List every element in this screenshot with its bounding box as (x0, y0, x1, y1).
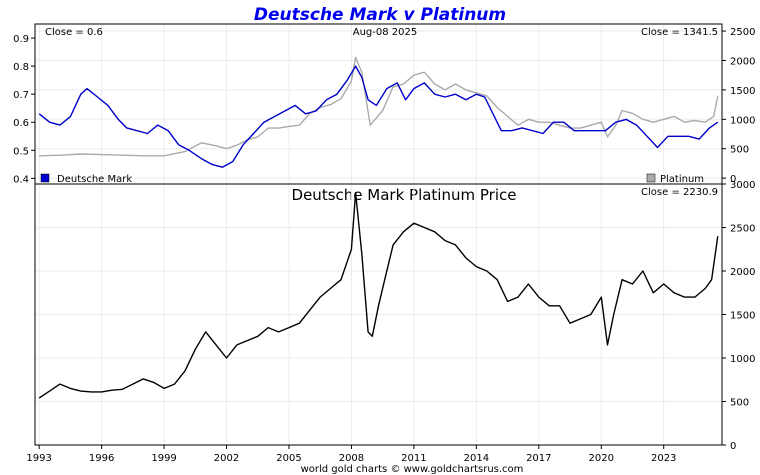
top-left-close-label: Close = 0.6 (45, 27, 103, 38)
top-right-tick-label: 2500 (730, 27, 755, 38)
x-tick-label: 1999 (151, 453, 176, 464)
bottom-chart-title: Deutsche Mark Platinum Price (292, 186, 517, 204)
bottom-plot-frame (34, 183, 723, 446)
bottom-right-tick-label: 1500 (730, 311, 755, 322)
top-left-tick-label: 0.8 (13, 62, 29, 73)
series-line-deutsche-mark (38, 65, 719, 168)
top-date-label: Aug-08 2025 (353, 27, 418, 38)
x-tick-label: 2011 (401, 453, 426, 464)
x-tick-label: 2020 (589, 453, 614, 464)
top-left-tick-label: 0.5 (13, 146, 29, 157)
top-right-tick-label: 1000 (730, 115, 755, 126)
series-line-dm-platinum-price (38, 192, 719, 399)
series-line-platinum (39, 56, 719, 157)
top-series-layer (38, 56, 719, 168)
bottom-series-layer (38, 192, 719, 399)
top-left-tick-label: 0.9 (13, 34, 29, 45)
footer-credit: world gold charts © www.goldchartsrus.co… (301, 464, 524, 475)
top-chart-title: Deutsche Mark v Platinum (254, 5, 506, 25)
x-tick-label: 2002 (214, 453, 239, 464)
top-right-tick-label: 1500 (730, 86, 755, 97)
top-right-tick-label: 2000 (730, 56, 755, 67)
top-right-tick-label: 500 (730, 145, 749, 156)
x-tick-label: 2017 (526, 453, 551, 464)
x-tick-label: 1993 (26, 453, 51, 464)
x-tick-label: 1996 (89, 453, 114, 464)
bottom-right-tick-label: 500 (730, 398, 749, 409)
axes-layer: 1993 1996 1999 2002 2005 2008 2011 2014 2017 2020… (13, 27, 755, 464)
bottom-right-tick-label: 2500 (730, 224, 755, 235)
top-left-tick-label: 0.7 (13, 90, 29, 101)
bottom-right-tick-label: 0 (730, 441, 736, 452)
top-right-close-label: Close = 1341.5 (641, 27, 718, 38)
legend-swatch-platinum (646, 173, 656, 183)
bottom-close-label: Close = 2230.9 (641, 187, 718, 198)
x-tick-label: 2023 (651, 453, 676, 464)
top-left-tick-label: 0.6 (13, 118, 29, 129)
x-tick-label: 2014 (464, 453, 489, 464)
top-right-tick-label: 0 (730, 174, 736, 185)
bottom-right-tick-label: 3000 (730, 180, 755, 191)
bottom-right-tick-label: 1000 (730, 354, 755, 365)
bottom-right-tick-label: 2000 (730, 267, 755, 278)
top-grid (35, 24, 722, 184)
x-tick-label: 2005 (276, 453, 301, 464)
x-tick-label: 2008 (339, 453, 364, 464)
top-left-tick-label: 0.4 (13, 174, 29, 185)
legend-label-deutsche-mark: Deutsche Mark (57, 174, 132, 185)
legend-swatch-deutsche-mark (40, 173, 50, 183)
legend-label-platinum: Platinum (660, 174, 704, 185)
